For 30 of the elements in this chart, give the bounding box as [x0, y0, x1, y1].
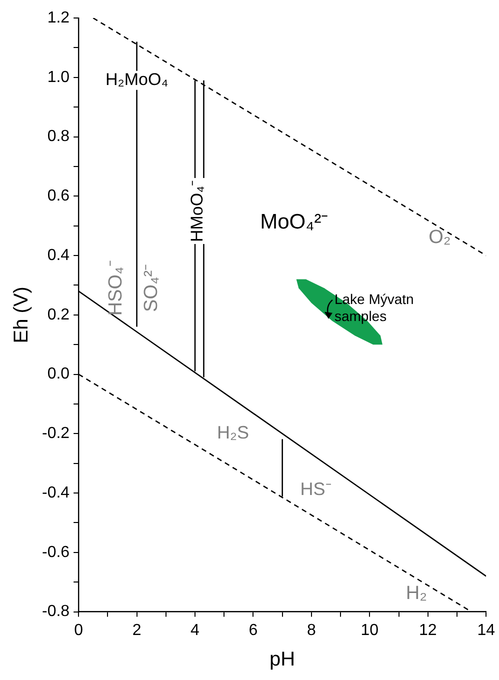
annotation: O₂ — [428, 226, 451, 248]
x-tick-label: 8 — [306, 622, 316, 639]
x-tick-label: 0 — [74, 622, 84, 639]
y-tick-label: 1.2 — [47, 9, 70, 26]
y-tick-label: 1.0 — [47, 68, 70, 86]
y-tick-label: 0.4 — [47, 246, 70, 264]
y-tick-label: 0.8 — [47, 128, 70, 146]
x-tick-label: 14 — [477, 622, 496, 639]
y-axis-title: Eh (V) — [10, 286, 33, 344]
y-tick-label: 0.2 — [47, 306, 70, 324]
x-tick-label: 2 — [132, 622, 142, 639]
x-tick-label: 10 — [360, 622, 379, 639]
annotation: H₂S — [217, 422, 250, 443]
annotation: HMoO₄⁻ — [188, 180, 207, 242]
annotation: HS⁻ — [300, 479, 332, 500]
y-tick-label: 0.0 — [47, 366, 70, 383]
x-tick-label: 4 — [190, 622, 200, 639]
annotation: MoO₄²⁻ — [260, 210, 328, 234]
y-tick-label: -0.8 — [42, 603, 70, 620]
x-axis-title: pH — [270, 648, 296, 671]
annotation: SO₄²⁻ — [140, 264, 162, 312]
x-tick-label: 6 — [248, 622, 258, 639]
y-tick-label: -0.4 — [42, 484, 70, 502]
annotation: H₂MoO₄ — [106, 70, 168, 90]
annotation: H₂ — [406, 583, 427, 604]
y-tick-label: -0.2 — [42, 425, 70, 442]
y-tick-label: 0.6 — [47, 188, 70, 205]
annotation: HSO₄⁻ — [106, 260, 127, 316]
y-tick-label: -0.6 — [42, 544, 70, 561]
x-tick-label: 12 — [418, 622, 437, 639]
